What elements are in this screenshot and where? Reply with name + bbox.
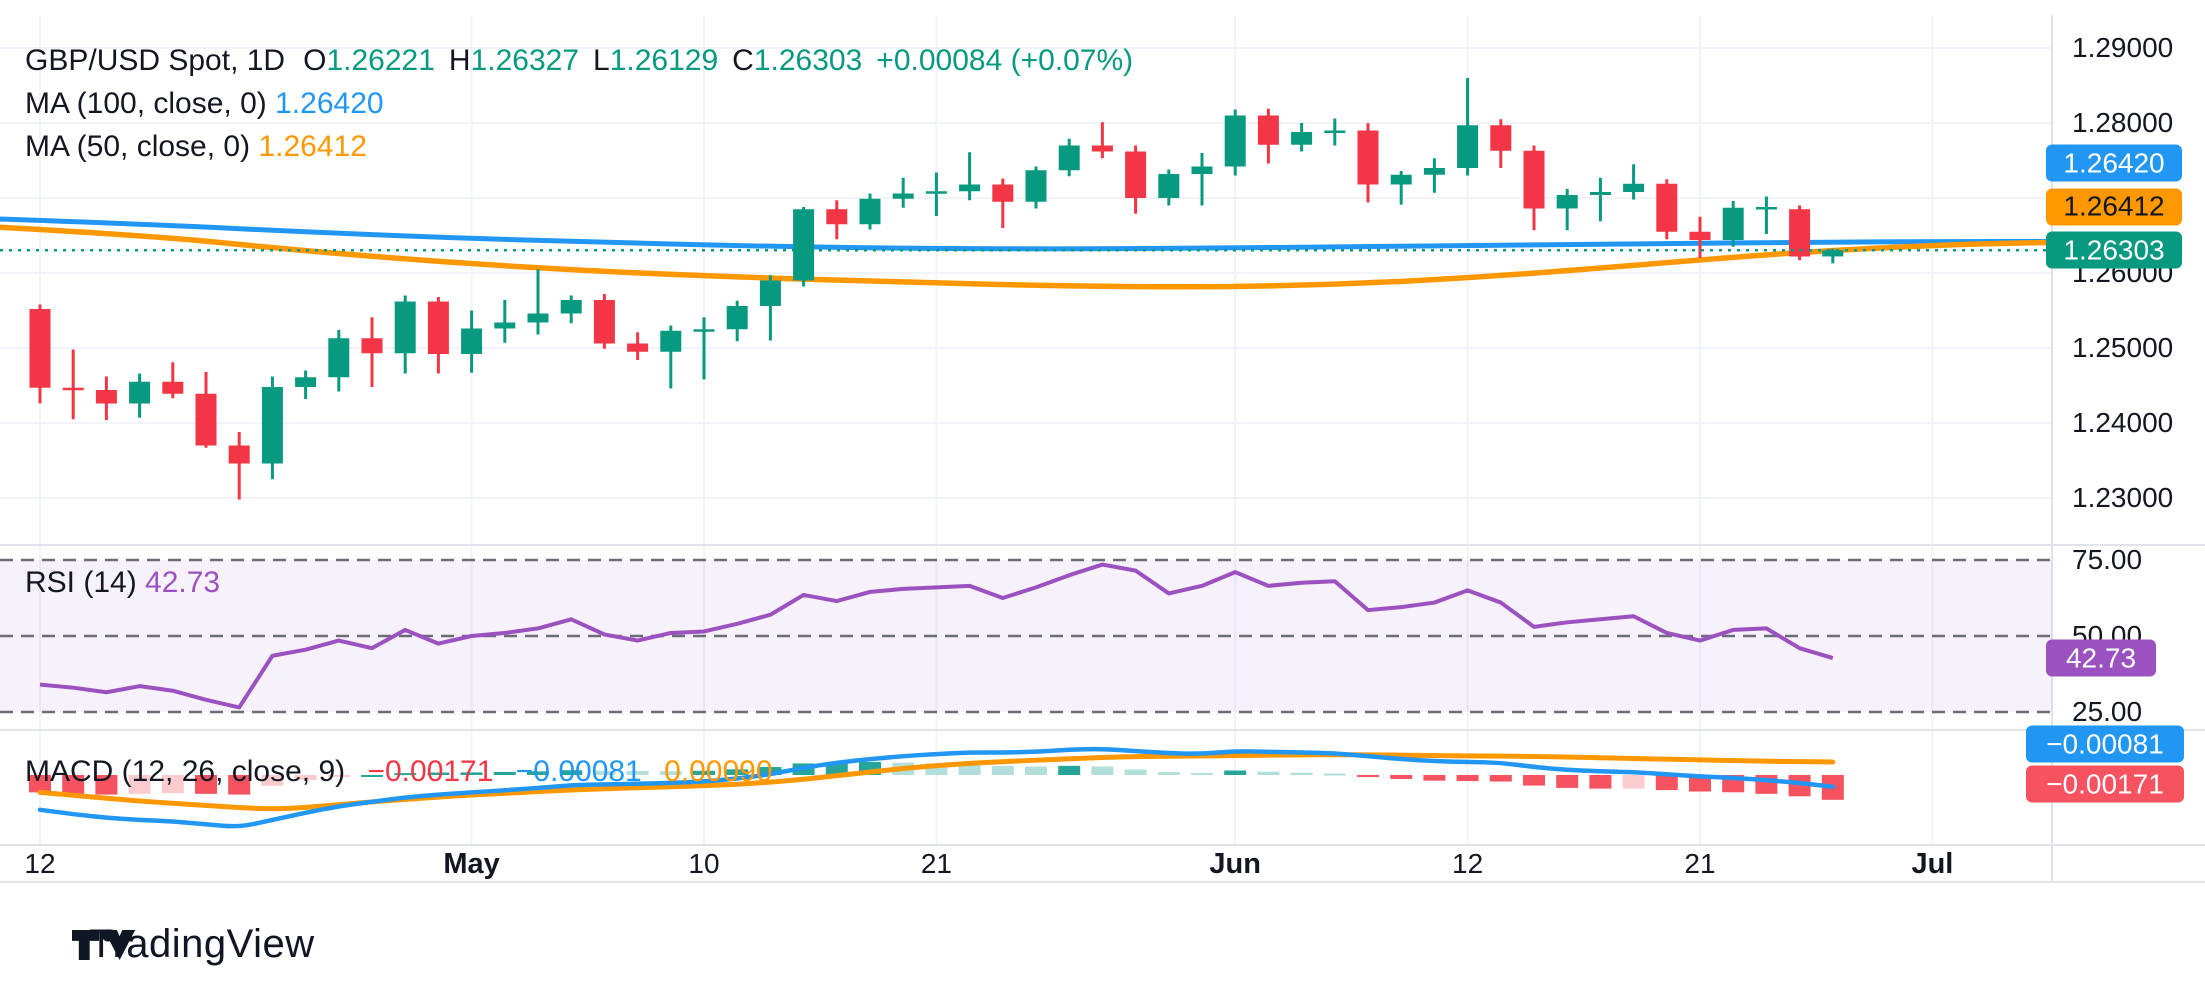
- macd-line-value: −0.00081: [515, 755, 642, 788]
- high-value: 1.26327: [470, 44, 580, 77]
- macd-signal-value: 0.00090: [664, 755, 773, 788]
- low-label: L: [593, 44, 610, 77]
- ma100-legend[interactable]: MA (100, close, 0) 1.26420: [25, 87, 384, 121]
- tradingview-logo-icon: [72, 929, 136, 960]
- ma50-label: MA (50, close, 0): [25, 130, 251, 163]
- price-tick-1.25000: 1.25000: [2072, 332, 2174, 363]
- time-tick-Jun: Jun: [1209, 848, 1261, 880]
- time-tick-10: 10: [688, 848, 720, 879]
- symbol-legend[interactable]: GBP/USD Spot, 1D O1.26221 H1.26327 L1.26129…: [25, 44, 1133, 78]
- rsi-legend[interactable]: RSI (14) 42.73: [25, 566, 220, 600]
- price-tick-1.23000: 1.23000: [2072, 482, 2174, 513]
- macd-legend[interactable]: MACD (12, 26, close, 9) −0.00171 −0.0008…: [25, 755, 773, 789]
- ma100-label: MA (100, close, 0): [25, 87, 267, 120]
- macd-hist-badge: −0.00171: [2026, 765, 2184, 803]
- macd-line-badge: −0.00081: [2026, 725, 2184, 763]
- ma50-price-badge: 1.26412: [2046, 188, 2182, 226]
- ma100-price-badge: 1.26420: [2046, 144, 2182, 182]
- open-value: 1.26221: [326, 44, 435, 77]
- price-tick-1.28000: 1.28000: [2072, 107, 2174, 138]
- time-tick-21: 21: [1684, 848, 1716, 879]
- rsi-label: RSI (14): [25, 566, 137, 599]
- ma50-value: 1.26412: [258, 130, 367, 163]
- time-tick-May: May: [443, 848, 500, 880]
- ma50-legend[interactable]: MA (50, close, 0) 1.26412: [25, 130, 367, 164]
- open-label: O: [303, 44, 327, 77]
- high-label: H: [448, 44, 471, 77]
- rsi-value: 42.73: [145, 566, 221, 599]
- rsi-tick-25.00: 25.00: [2072, 696, 2143, 727]
- rsi-value-badge: 42.73: [2046, 639, 2156, 677]
- price-tick-1.24000: 1.24000: [2072, 407, 2174, 438]
- low-value: 1.26129: [609, 44, 719, 77]
- time-tick-Jul: Jul: [1911, 848, 1954, 880]
- close-value: 1.26303: [753, 44, 863, 77]
- change-value: +0.00084 (+0.07%): [876, 44, 1134, 77]
- symbol-title[interactable]: GBP/USD Spot, 1D: [25, 44, 286, 77]
- last-price-badge: 1.26303: [2046, 231, 2182, 269]
- ma100-value: 1.26420: [275, 87, 384, 120]
- time-tick-12: 12: [24, 848, 56, 879]
- tradingview-attribution[interactable]: TradingView: [72, 922, 315, 967]
- time-tick-12: 12: [1452, 848, 1484, 879]
- macd-label: MACD (12, 26, close, 9): [25, 755, 346, 788]
- rsi-tick-75.00: 75.00: [2072, 544, 2143, 575]
- time-tick-21: 21: [920, 848, 952, 879]
- close-label: C: [732, 44, 754, 77]
- price-tick-1.29000: 1.29000: [2072, 32, 2174, 63]
- macd-hist-value: −0.00171: [367, 755, 494, 788]
